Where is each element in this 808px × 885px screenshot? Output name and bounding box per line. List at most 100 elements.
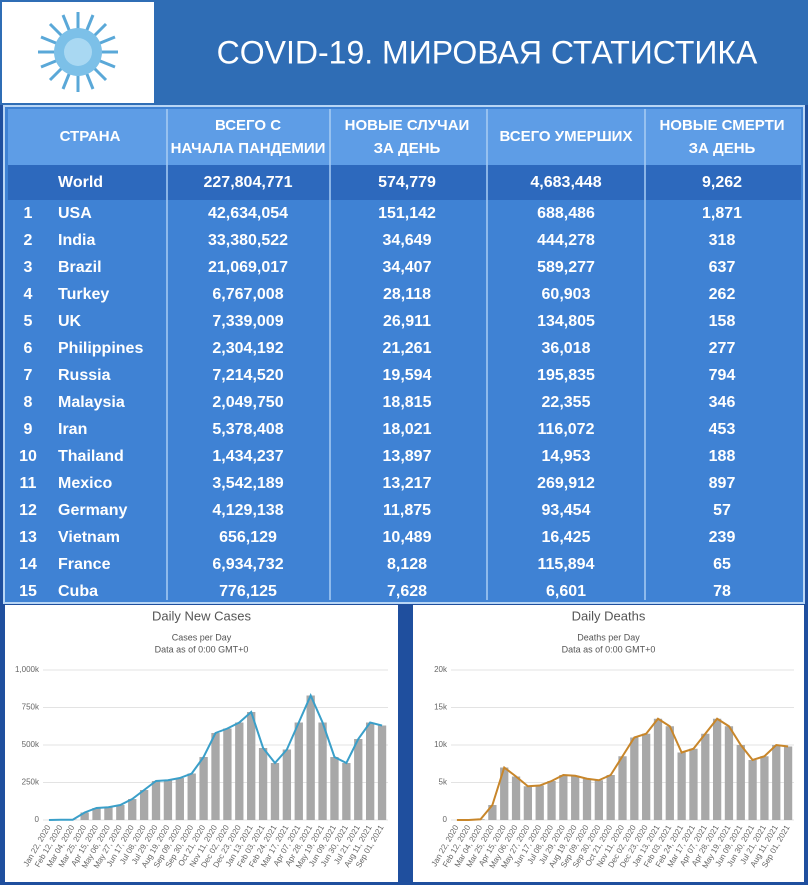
bar (760, 756, 769, 820)
value-cell: 36,018 (542, 340, 591, 357)
value-cell: 6,934,732 (212, 556, 283, 573)
chart-panel (5, 605, 398, 882)
bar (511, 776, 521, 820)
value-cell: 13,217 (383, 475, 432, 492)
country-cell: Malaysia (58, 394, 125, 411)
rank-cell: 1 (24, 205, 33, 222)
bar (701, 733, 710, 820)
y-tick-label: 15k (434, 703, 448, 712)
value-cell: 269,912 (537, 475, 595, 492)
bar (282, 749, 292, 820)
value-cell: 1,871 (702, 205, 742, 222)
column-header: НОВЫЕ СМЕРТИ ЗА ДЕНЬ (659, 117, 784, 157)
bar (642, 733, 651, 820)
value-cell: 656,129 (219, 529, 277, 546)
y-tick-label: 5k (439, 778, 448, 787)
country-cell: France (58, 556, 111, 573)
country-cell: India (58, 232, 95, 249)
value-cell: 7,214,520 (212, 367, 283, 384)
value-cell: 18,021 (383, 421, 432, 438)
value-cell: 453 (709, 421, 736, 438)
bar (342, 763, 351, 820)
bar (199, 757, 208, 820)
country-cell: Russia (58, 367, 111, 384)
bar (535, 785, 544, 820)
bar (630, 737, 639, 820)
y-tick-label: 10k (434, 740, 448, 749)
bar (104, 807, 113, 820)
bar (665, 726, 674, 820)
value-cell: 18,815 (383, 394, 432, 411)
bar (247, 712, 256, 820)
value-cell: 589,277 (537, 259, 595, 276)
rank-cell: 13 (19, 529, 37, 546)
value-cell: 60,903 (542, 286, 591, 303)
country-cell: Germany (58, 502, 127, 519)
value-cell: 188 (709, 448, 736, 465)
value-cell: 21,069,017 (208, 259, 288, 276)
chart-note: Data as of 0:00 GMT+0 (562, 644, 656, 654)
bar (116, 805, 125, 820)
value-cell: 151,142 (378, 205, 436, 222)
bar (128, 799, 137, 820)
rank-cell: 9 (24, 421, 33, 438)
world-cell: World (58, 174, 103, 191)
y-tick-label: 20k (434, 665, 448, 674)
value-cell: 346 (709, 394, 736, 411)
value-cell: 42,634,054 (208, 205, 288, 222)
column-header: ВСЕГО УМЕРШИХ (500, 128, 633, 145)
series-line (456, 717, 789, 821)
country-cell: Mexico (58, 475, 112, 492)
country-cell: Vietnam (58, 529, 120, 546)
bar (270, 763, 280, 820)
bar (258, 748, 268, 820)
country-cell: Philippines (58, 340, 143, 357)
world-cell: 4,683,448 (530, 174, 601, 191)
bar (330, 757, 339, 820)
bar (187, 773, 196, 820)
bar (689, 748, 698, 820)
country-cell: UK (58, 313, 82, 330)
bar (377, 725, 387, 820)
value-cell: 8,128 (387, 556, 427, 573)
rank-cell: 7 (24, 367, 33, 384)
value-cell: 93,454 (542, 502, 591, 519)
rank-cell: 3 (24, 259, 33, 276)
bar (571, 775, 580, 820)
value-cell: 21,261 (383, 340, 432, 357)
rank-cell: 15 (19, 583, 37, 600)
column-header: ВСЕГО С НАЧАЛА ПАНДЕМИИ (171, 117, 326, 157)
rank-cell: 2 (24, 232, 33, 249)
value-cell: 195,835 (537, 367, 595, 384)
value-cell: 34,649 (383, 232, 432, 249)
value-cell: 158 (709, 313, 736, 330)
bar (677, 752, 686, 820)
rank-cell: 5 (24, 313, 33, 330)
world-row (8, 165, 801, 200)
value-cell: 897 (709, 475, 736, 492)
bar (223, 728, 232, 820)
rank-cell: 10 (19, 448, 37, 465)
bar (211, 733, 220, 820)
y-tick-label: 750k (22, 703, 40, 712)
rank-cell: 6 (24, 340, 33, 357)
value-cell: 78 (713, 583, 731, 600)
value-cell: 19,594 (383, 367, 432, 384)
bar (772, 745, 781, 820)
page-title: COVID-19. МИРОВАЯ СТАТИСТИКА (217, 34, 758, 70)
bar (712, 718, 722, 820)
bar (618, 756, 627, 820)
bar (724, 726, 734, 820)
bar (318, 722, 327, 820)
country-cell: USA (58, 205, 92, 222)
y-tick-label: 1,000k (15, 665, 40, 674)
value-cell: 794 (709, 367, 736, 384)
chart-subtitle: Deaths per Day (577, 632, 640, 642)
value-cell: 134,805 (537, 313, 595, 330)
bar (139, 790, 149, 820)
value-cell: 444,278 (537, 232, 595, 249)
bar (559, 775, 568, 820)
table: СТРАНА ВСЕГО С НАЧАЛА ПАНДЕМИИ НОВЫЕ СЛУЧАИ… (8, 109, 801, 600)
rank-cell: 12 (19, 502, 37, 519)
